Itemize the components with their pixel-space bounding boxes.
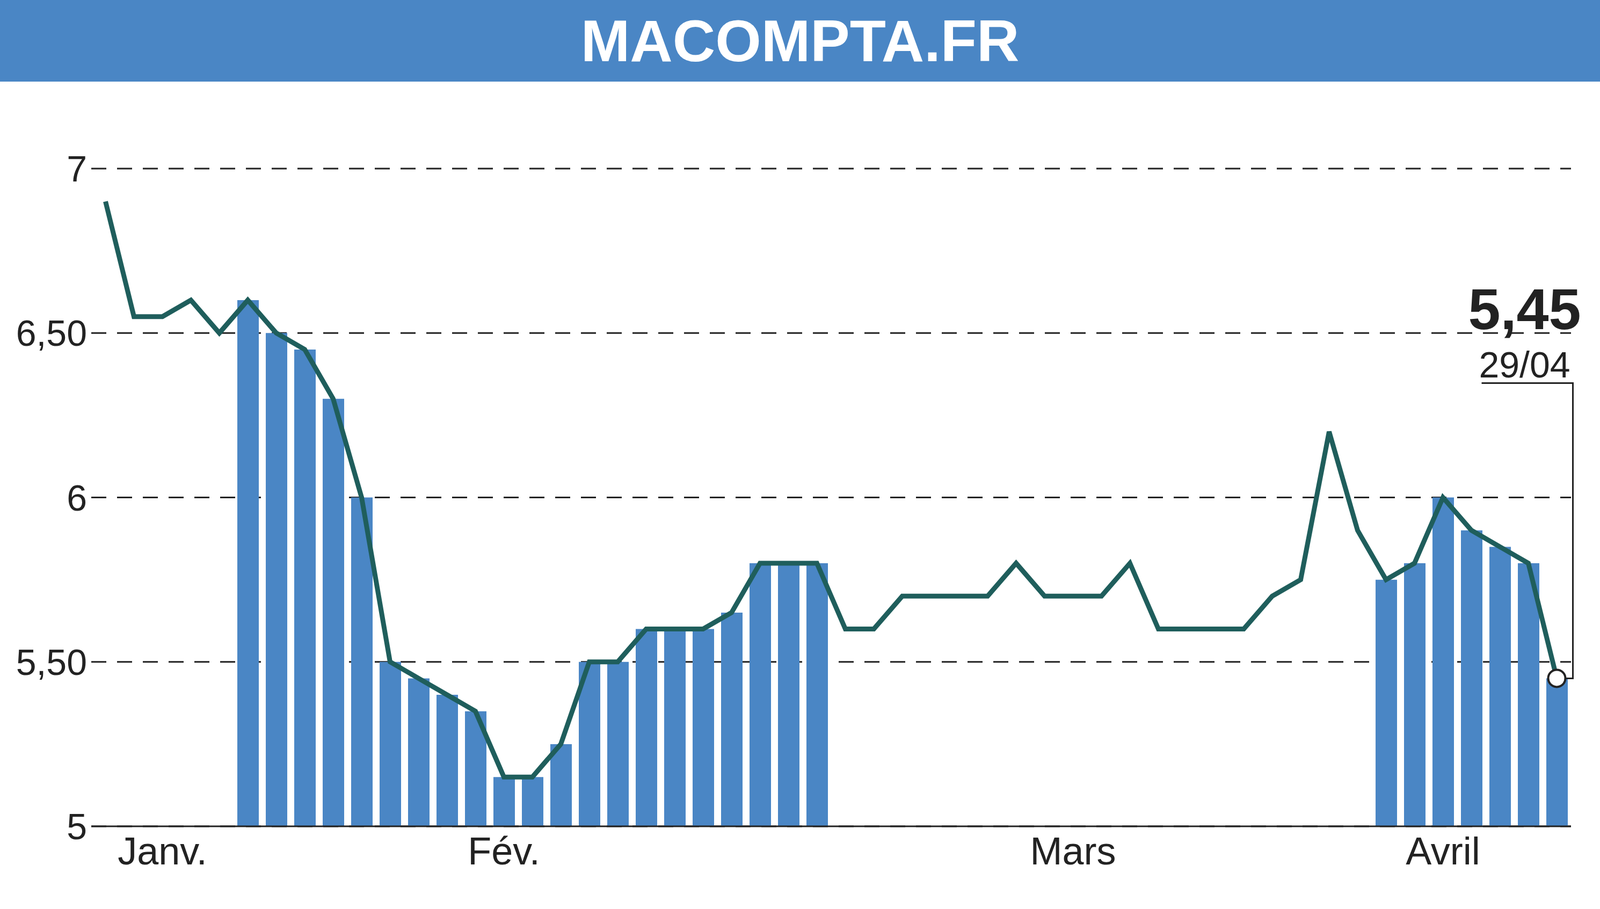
svg-text:5,50: 5,50: [16, 641, 87, 683]
svg-text:Fév.: Fév.: [467, 829, 541, 873]
svg-text:Mars: Mars: [1030, 829, 1117, 873]
svg-text:29/04: 29/04: [1478, 344, 1570, 385]
svg-text:7: 7: [66, 148, 87, 189]
svg-text:5: 5: [66, 805, 87, 847]
svg-text:Avril: Avril: [1405, 829, 1481, 873]
html-text:MACOMPTA.FR: MACOMPTA.FR: [580, 7, 1020, 74]
svg-text:Janv.: Janv.: [117, 829, 208, 873]
svg-text:6: 6: [66, 477, 87, 519]
svg-text:5,45: 5,45: [1467, 276, 1581, 342]
svg-text:6,50: 6,50: [16, 312, 87, 354]
